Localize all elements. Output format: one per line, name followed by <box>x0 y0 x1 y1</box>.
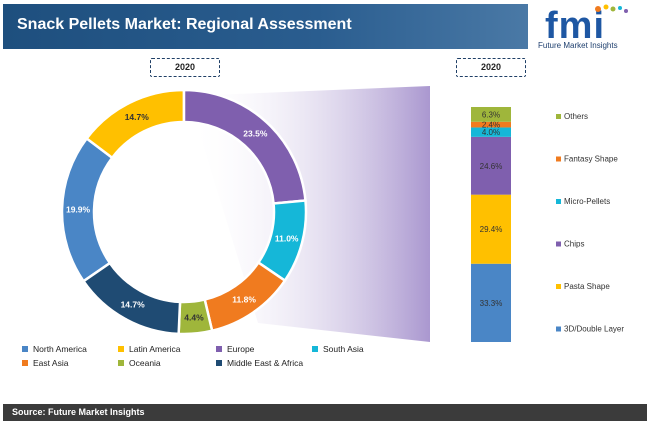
donut-label-europe: 23.5% <box>243 129 268 139</box>
bar-label-pasta-shape: 29.4% <box>480 225 503 234</box>
bar-label-micro-pellets: 4.0% <box>482 128 500 137</box>
bar-segment-pasta-shape <box>471 194 511 264</box>
donut-slice-middle-east-africa <box>81 261 182 336</box>
bar-legend-swatch-micro-pellets <box>556 199 561 204</box>
stacked-bar-chart: 33.3% 29.4% 24.6% 4.0%2.4% 6.3% Others Fantasy… <box>471 107 624 342</box>
legend-item-north-america: North America <box>22 344 87 354</box>
donut-label-south-asia: 11.0% <box>275 233 299 243</box>
page-title: Snack Pellets Market: Regional Assessmen… <box>17 16 352 33</box>
legend-swatch <box>216 360 222 366</box>
bar-segment-fantasy-shape <box>471 121 511 128</box>
legend-label: Middle East & Africa <box>227 358 304 368</box>
header-bar: Snack Pellets Market: Regional Assessmen… <box>3 4 528 49</box>
donut-label-middle-east-africa: 14.7% <box>121 300 146 310</box>
legend-swatch <box>22 346 28 352</box>
bar-legend-swatch-3d-double-layer <box>556 326 561 332</box>
legend-swatch <box>216 346 222 352</box>
bar-label-others: 6.3% <box>482 110 500 119</box>
bar-legend-item-micro-pellets: Micro-Pellets <box>564 197 610 206</box>
donut-label-latin-america: 14.7% <box>125 112 150 122</box>
logo-letters: fmi <box>545 5 605 47</box>
donut-chart: 19.9% 14.7% 23.5% 11.0% 11.8% 4.4% 14.7% <box>60 88 308 336</box>
bar-segment-others <box>471 107 511 122</box>
legend-label: Latin America <box>129 344 181 354</box>
legend-swatch <box>118 360 124 366</box>
donut-year-label: 2020 <box>150 58 220 77</box>
legend-swatch <box>118 346 124 352</box>
logo-dots-icon <box>595 4 628 13</box>
bar-legend-swatch-chips <box>556 241 561 247</box>
legend-label: South Asia <box>323 344 364 354</box>
donut-label-east-asia: 11.8% <box>232 294 256 304</box>
source-text: Source: Future Market Insights <box>12 407 145 417</box>
legend-item-latin-america: Latin America <box>118 344 181 354</box>
legend-item-middle-east-africa: Middle East & Africa <box>216 358 303 368</box>
bar-legend-item-fantasy-shape: Fantasy Shape <box>564 155 618 164</box>
bar-segment-chips <box>471 136 511 195</box>
bar-label-fantasy-shape: 2.4% <box>482 121 500 130</box>
donut-label-oceania: 4.4% <box>184 313 204 323</box>
bar-legend-item-pasta-shape: Pasta Shape <box>564 282 610 291</box>
donut-label-north-america: 19.9% <box>66 205 91 215</box>
legend-swatch <box>312 346 318 352</box>
bar-legend-item-3d-double-layer: 3D/Double Layer <box>564 325 624 334</box>
legend-label: North America <box>33 344 87 354</box>
legend-label: Oceania <box>129 358 161 368</box>
legend-item-europe: Europe <box>216 344 254 354</box>
chart-canvas: 19.9% 14.7% 23.5% 11.0% 11.8% 4.4% 14.7% 33.3%… <box>60 86 624 342</box>
bar-label-chips: 24.6% <box>480 162 503 171</box>
footer-bar: Source: Future Market Insights <box>3 404 647 421</box>
bar-legend-item-chips: Chips <box>564 240 584 249</box>
legend-swatch <box>22 360 28 366</box>
legend-item-east-asia: East Asia <box>22 358 68 368</box>
bar-segment-3d-double-layer <box>471 263 511 342</box>
bar-legend-swatch-fantasy-shape <box>556 156 561 162</box>
bar-legend-swatch-pasta-shape <box>556 284 561 289</box>
legend-item-oceania: Oceania <box>118 358 161 368</box>
legend-item-south-asia: South Asia <box>312 344 364 354</box>
bar-legend-swatch-others <box>556 114 561 119</box>
donut-slice-latin-america <box>84 88 186 160</box>
logo-subtitle: Future Market Insights <box>538 41 618 50</box>
bar-segment-micro-pellets <box>471 127 511 137</box>
legend-label: Europe <box>227 344 255 354</box>
bar-label-3d-double-layer: 33.3% <box>480 299 503 308</box>
bar-year-label: 2020 <box>456 58 526 77</box>
legend-label: East Asia <box>33 358 69 368</box>
bar-legend-item-others: Others <box>564 112 588 121</box>
fmi-logo: fmi <box>545 4 628 47</box>
